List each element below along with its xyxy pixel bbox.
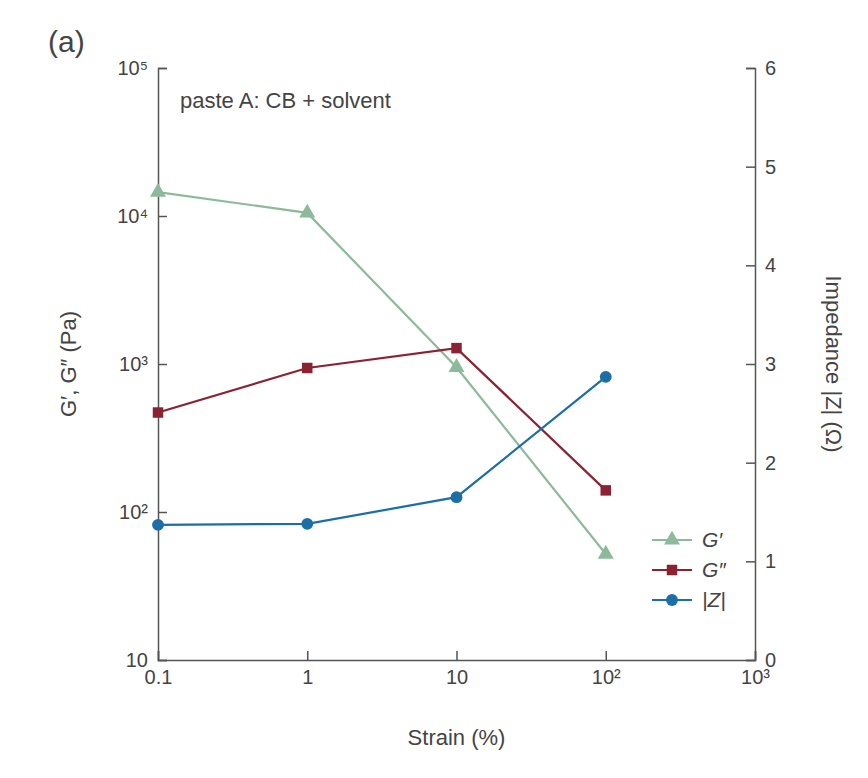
tick-label: 10³: [119, 353, 148, 375]
legend-marker: [666, 594, 678, 606]
marker: [451, 343, 461, 353]
tick: 2: [746, 452, 776, 474]
marker: [600, 371, 612, 383]
tick-label: 10⁴: [117, 205, 148, 227]
legend: G′ G″ |Z|: [652, 528, 727, 611]
legend-label: |Z|: [702, 588, 726, 611]
marker: [598, 545, 614, 559]
marker: [601, 485, 611, 495]
tick: 10: [446, 651, 468, 688]
tick-label: 0.1: [145, 666, 173, 688]
tick-label: 10: [126, 649, 148, 671]
x-axis: 0.111010²10³: [145, 651, 771, 688]
tick: 0: [746, 649, 776, 671]
tick-mark: [158, 68, 167, 70]
tick: 1: [746, 550, 776, 572]
legend-marker: [667, 565, 677, 575]
marker: [302, 363, 312, 373]
tick: 3: [746, 353, 776, 375]
plot-area: [150, 183, 614, 559]
marker: [152, 519, 164, 531]
tick-label: 10²: [592, 666, 621, 688]
axis-line: [159, 651, 756, 661]
tick-mark: [746, 660, 755, 662]
tick-mark: [307, 651, 309, 660]
tick-mark: [746, 364, 755, 366]
series-line: [158, 192, 606, 554]
title: (a): [48, 25, 85, 58]
series-line: [158, 348, 606, 490]
annotation: paste A: CB + solvent: [180, 88, 391, 113]
tick-label: 10⁵: [117, 57, 148, 79]
tick-mark: [158, 512, 167, 514]
tick: 10⁴: [117, 205, 167, 227]
tick-mark: [746, 462, 755, 464]
tick-label: 0: [765, 649, 776, 671]
marker: [451, 491, 463, 503]
x-axis-title: Strain (%): [408, 725, 506, 750]
tick-label: 6: [765, 57, 776, 79]
tick: 10⁵: [117, 57, 167, 79]
tick-label: 10: [446, 666, 468, 688]
tick: 5: [746, 156, 776, 178]
legend-label: G′: [702, 528, 723, 551]
axis-line: [159, 69, 168, 661]
marker: [150, 183, 166, 197]
tick-mark: [606, 651, 608, 660]
legend-label: G″: [702, 558, 727, 581]
marker: [449, 358, 465, 372]
tick-mark: [746, 166, 755, 168]
tick-label: 3: [765, 353, 776, 375]
y2-axis: 0 1 2 3 4 5 6: [746, 57, 776, 671]
tick-mark: [158, 216, 167, 218]
tick: 4: [746, 254, 776, 276]
tick-label: 2: [765, 452, 776, 474]
y-axis-title: G′, G″ (Pa): [56, 311, 81, 417]
tick-label: 10²: [119, 501, 148, 523]
tick-label: 1: [765, 550, 776, 572]
tick-mark: [456, 651, 458, 660]
chart: 0.111010²10³1010²10³10⁴10⁵0123456(a)past…: [0, 0, 868, 778]
tick-mark: [746, 561, 755, 563]
tick-label: 4: [765, 254, 776, 276]
tick-mark: [746, 265, 755, 267]
tick-label: 5: [765, 156, 776, 178]
marker: [153, 407, 163, 417]
tick: 6: [746, 57, 776, 79]
tick: 10: [126, 649, 167, 671]
tick-mark: [158, 364, 167, 366]
tick-mark: [746, 68, 755, 70]
tick: 1: [302, 651, 313, 688]
y-axis: 10 10² 10³ 10⁴ 10⁵: [117, 57, 167, 671]
legend-marker: [664, 531, 680, 545]
series-line: [158, 377, 606, 525]
tick-mark: [158, 660, 167, 662]
y2-axis-title: Impedance |Z| (Ω): [821, 275, 846, 452]
tick-label: 1: [302, 666, 313, 688]
marker: [299, 204, 315, 218]
tick: 10²: [592, 651, 621, 688]
tick: 10³: [119, 353, 167, 375]
marker: [301, 518, 313, 530]
axis-line: [746, 69, 756, 661]
